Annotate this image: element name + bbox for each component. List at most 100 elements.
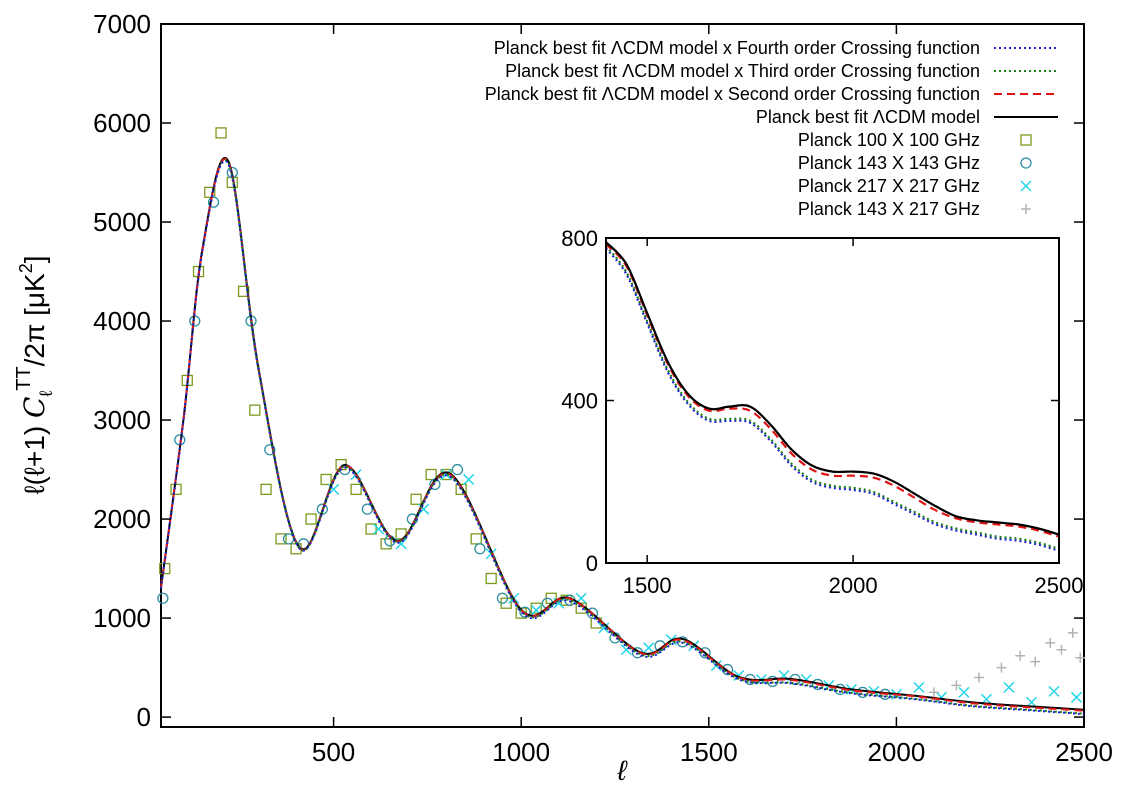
data-point-planck-143-x-217-ghz-4	[1015, 650, 1026, 661]
y-tick-label-3000: 3000	[93, 405, 151, 435]
main-series-layer	[157, 127, 1086, 716]
y-tick-label-2000: 2000	[93, 504, 151, 534]
data-point-planck-100-x-100-ghz-19	[410, 493, 422, 505]
inset-series-layer	[605, 241, 1060, 552]
y-axis-title-subscript: ℓ	[36, 391, 56, 397]
data-point-planck-100-x-100-ghz-20	[425, 468, 437, 481]
data-point-planck-217-x-217-ghz-30	[1003, 681, 1015, 693]
series-line-planck-best-fit-cdm-model-x-second-order-crossing-function	[160, 158, 1085, 712]
legend-swatch-planck-100-x-100-ghz	[1020, 134, 1032, 146]
data-point-planck-100-x-100-ghz-10	[275, 533, 287, 545]
y-tick-label-6000: 6000	[93, 108, 151, 138]
data-point-planck-143-x-143-ghz-9	[316, 503, 328, 515]
data-point-planck-217-x-217-ghz-14	[643, 642, 655, 654]
legend-label-planck-100-x-100-ghz: Planck 100 X 100 GHz	[798, 130, 980, 150]
data-point-planck-100-x-100-ghz-17	[380, 538, 392, 550]
data-point-planck-100-x-100-ghz-9	[260, 483, 272, 496]
data-point-planck-143-x-143-ghz-17	[496, 592, 509, 604]
y-axis-title: ℓ(ℓ+1) CℓTT/2π [μK2]	[13, 256, 56, 495]
y-axis-title-fraction: /2π	[19, 324, 50, 367]
legend-marker-planck-100-x-100-ghz	[1020, 134, 1032, 146]
inset-series-line-3	[605, 241, 1060, 536]
data-point-planck-100-x-100-ghz-23	[470, 533, 482, 545]
data-point-planck-217-x-217-ghz-4	[418, 503, 430, 515]
data-point-planck-217-x-217-ghz-26	[913, 681, 925, 693]
data-point-planck-143-x-217-ghz-9	[1075, 652, 1086, 663]
y-tick-label-1000: 1000	[93, 603, 151, 633]
legend-label-planck-best-fit-cdm-model-x-third-order-crossing-function: Planck best fit ΛCDM model x Third order…	[505, 61, 980, 81]
data-point-planck-100-x-100-ghz-1	[170, 483, 182, 496]
data-point-planck-100-x-100-ghz-5	[215, 127, 227, 139]
y-axis-title-text: ℓ(ℓ+1) CℓTT/2π [μK2]	[13, 256, 56, 495]
legend-label-planck-217-x-217-ghz: Planck 217 X 217 GHz	[798, 176, 980, 196]
data-point-planck-143-x-217-ghz-8	[1067, 627, 1078, 638]
legend-label-planck-best-fit-cdm-model: Planck best fit ΛCDM model	[756, 107, 980, 127]
data-point-planck-143-x-143-ghz-18	[519, 606, 531, 618]
legend-marker-planck-143-x-217-ghz	[1021, 204, 1031, 214]
data-point-planck-143-x-143-ghz-3	[207, 196, 220, 208]
x-tick-label-1500: 1500	[680, 737, 738, 767]
data-point-planck-100-x-100-ghz-12	[305, 513, 317, 525]
legend-swatch-planck-217-x-217-ghz	[1020, 180, 1032, 192]
data-point-planck-143-x-217-ghz-0	[928, 687, 939, 698]
data-point-planck-143-x-217-ghz-6	[1045, 637, 1056, 648]
data-point-planck-100-x-100-ghz-15	[350, 483, 362, 496]
data-point-planck-143-x-217-ghz-5	[1030, 656, 1041, 667]
y-axis-title-unit: [μK	[19, 273, 50, 324]
data-point-planck-143-x-143-ghz-33	[856, 686, 869, 698]
data-point-planck-143-x-217-ghz-7	[1056, 644, 1067, 655]
x-tick-label-2500: 2500	[1055, 737, 1113, 767]
x-tick-label-1000: 1000	[492, 737, 550, 767]
x-tick-label-2000: 2000	[867, 737, 925, 767]
data-point-planck-100-x-100-ghz-22	[455, 483, 467, 496]
legend-label-planck-best-fit-cdm-model-x-fourth-order-crossing-function: Planck best fit ΛCDM model x Fourth orde…	[494, 38, 980, 58]
inset-y-tick-label-400: 400	[561, 389, 598, 414]
x-tick-label-500: 500	[312, 737, 355, 767]
x-axis-title: ℓ	[616, 755, 628, 786]
y-axis-title-prefix: ℓ(ℓ+1)	[19, 418, 50, 494]
legend-marker-planck-143-x-143-ghz	[1020, 157, 1032, 169]
legend-swatch-planck-143-x-217-ghz	[1021, 204, 1031, 214]
series-line-planck-best-fit-cdm-model-x-fourth-order-crossing-function	[160, 160, 1085, 716]
data-point-planck-143-x-143-ghz-16	[474, 543, 486, 555]
legend-marker-planck-217-x-217-ghz	[1020, 180, 1032, 192]
data-point-planck-217-x-217-ghz-6	[463, 473, 475, 485]
inset-x-tick-label-2000: 2000	[829, 573, 878, 598]
inset-y-tick-label-0: 0	[586, 551, 598, 576]
data-point-planck-217-x-217-ghz-28	[958, 686, 970, 698]
y-axis-title-unit-exponent: 2	[16, 263, 36, 273]
data-point-planck-143-x-217-ghz-3	[996, 662, 1007, 673]
inset-x-tick-label-2500: 2500	[1035, 573, 1084, 598]
series-planck-100-x-100-ghz	[159, 127, 602, 629]
data-point-planck-143-x-143-ghz-15	[451, 463, 464, 476]
inset-y-tick-label-800: 800	[561, 226, 598, 251]
data-point-planck-217-x-217-ghz-33	[1070, 691, 1083, 703]
main-plot-frame	[160, 23, 1085, 728]
data-point-planck-100-x-100-ghz-27	[530, 602, 542, 614]
data-point-planck-143-x-217-ghz-1	[951, 680, 962, 691]
data-point-planck-143-x-143-ghz-0	[157, 592, 169, 604]
data-point-planck-143-x-143-ghz-6	[264, 444, 276, 456]
inset-background	[606, 238, 1059, 563]
legend-label-planck-143-x-217-ghz: Planck 143 X 217 GHz	[798, 199, 980, 219]
data-point-planck-100-x-100-ghz-24	[485, 572, 497, 585]
data-point-planck-217-x-217-ghz-12	[598, 622, 610, 634]
data-point-planck-100-x-100-ghz-16	[365, 523, 377, 535]
y-tick-label-0: 0	[137, 702, 151, 732]
data-point-planck-217-x-217-ghz-32	[1048, 685, 1060, 697]
legend-swatch-planck-143-x-143-ghz	[1020, 157, 1032, 169]
data-point-planck-100-x-100-ghz-8	[249, 404, 261, 416]
legend: Planck best fit ΛCDM model x Fourth orde…	[485, 38, 1058, 219]
data-point-planck-100-x-100-ghz-13	[320, 473, 332, 486]
y-axis-title-symbol: C	[18, 397, 51, 418]
data-point-planck-143-x-217-ghz-2	[973, 672, 984, 683]
y-tick-label-4000: 4000	[93, 306, 151, 336]
y-axis-title-superscript: TT	[13, 366, 35, 390]
y-axis-title-unit-close: ]	[19, 256, 50, 264]
inset-series-line-2	[605, 243, 1060, 538]
legend-label-planck-143-x-143-ghz: Planck 143 X 143 GHz	[798, 153, 980, 173]
legend-label-planck-best-fit-cdm-model-x-second-order-crossing-function: Planck best fit ΛCDM model x Second orde…	[485, 84, 980, 104]
